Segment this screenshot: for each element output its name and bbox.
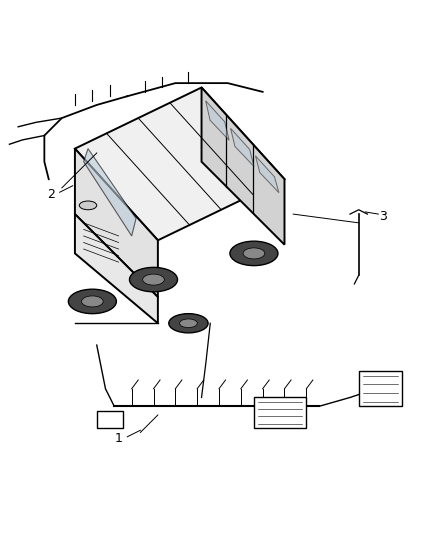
Ellipse shape — [79, 201, 97, 210]
Ellipse shape — [243, 248, 265, 259]
Ellipse shape — [180, 319, 197, 328]
Ellipse shape — [143, 274, 164, 285]
Bar — [254, 398, 306, 428]
Text: 2: 2 — [47, 188, 55, 201]
Polygon shape — [201, 87, 285, 245]
Bar — [359, 372, 403, 406]
Polygon shape — [75, 214, 158, 323]
Text: 3: 3 — [379, 210, 387, 223]
Ellipse shape — [230, 241, 278, 265]
Polygon shape — [75, 149, 158, 297]
Polygon shape — [206, 101, 229, 140]
Polygon shape — [75, 87, 285, 240]
Ellipse shape — [68, 289, 117, 313]
Ellipse shape — [130, 268, 177, 292]
Polygon shape — [84, 149, 136, 236]
Ellipse shape — [169, 313, 208, 333]
Polygon shape — [255, 156, 279, 193]
Text: 1: 1 — [115, 432, 123, 446]
Polygon shape — [230, 128, 254, 166]
Bar — [97, 410, 123, 428]
Ellipse shape — [81, 296, 103, 307]
